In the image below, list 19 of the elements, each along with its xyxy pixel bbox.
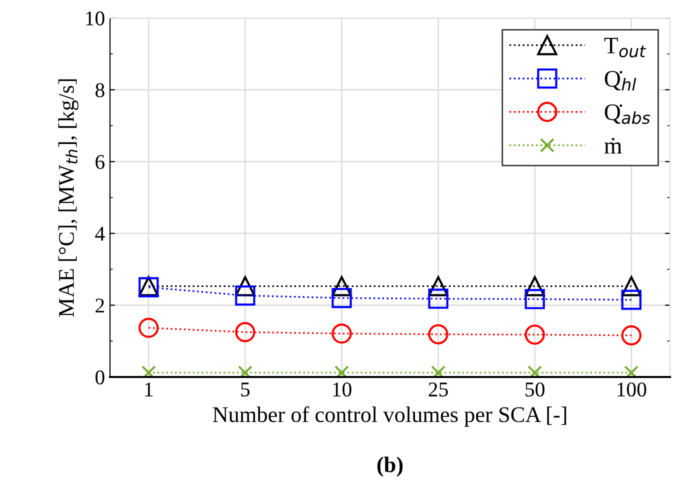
x-axis-title: Number of control volumes per SCA [-]: [212, 406, 566, 427]
x-tick-label: 5: [241, 382, 250, 397]
y-tick-label: 2: [96, 298, 104, 312]
x-tick-label: 100: [618, 382, 646, 397]
x-tick-label: 50: [526, 382, 544, 397]
y-tick-label: 8: [96, 83, 104, 98]
y-tick-label: 4: [95, 226, 105, 241]
y-tick-label: 10: [86, 11, 104, 26]
y-tick-label: 0: [96, 370, 104, 384]
legend-label: Q̇$_{abs}$: [604, 104, 650, 124]
legend-label: T$_{out}$: [604, 38, 646, 58]
x-tick-label: 1: [145, 382, 153, 396]
text: (b): [377, 456, 403, 477]
y-tick-label: 6: [96, 155, 105, 170]
legend-label: ṁ: [604, 138, 622, 154]
legend-label: Q̇$_{hl}$: [604, 70, 636, 90]
y-axis-title: MAE [°C], [MW$_{th}$], [kg/s]: [58, 79, 79, 317]
x-tick-label: 25: [428, 382, 448, 397]
x-tick-label: 10: [333, 382, 352, 397]
